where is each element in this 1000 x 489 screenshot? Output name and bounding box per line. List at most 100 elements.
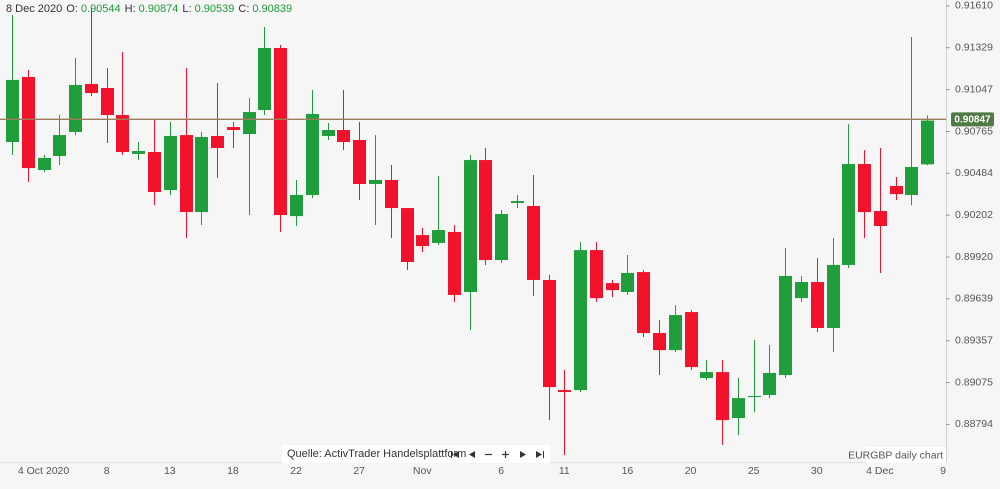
candle-body — [890, 186, 903, 195]
source-box — [282, 445, 550, 463]
ohlc-value: 0.90544 — [81, 3, 121, 15]
candle-body — [116, 115, 129, 153]
symbol-box — [866, 447, 946, 463]
candle-body — [69, 84, 82, 132]
plot-area — [0, 8, 946, 456]
y-tick-label: 0.91329 — [955, 41, 993, 53]
y-tick-label: 0.89920 — [955, 251, 993, 263]
y-tick-label: 0.88794 — [955, 418, 993, 430]
nav-zoom-in[interactable] — [502, 451, 509, 458]
candle-body — [369, 179, 382, 184]
nav-next[interactable] — [520, 451, 526, 458]
x-tick-label: 4 Dec — [866, 465, 893, 477]
candle-body — [258, 47, 271, 110]
candle-body — [6, 79, 19, 143]
candle-body — [385, 179, 398, 209]
candle-body — [53, 135, 66, 157]
ohlc-label: L: — [182, 3, 191, 15]
candle-body — [653, 333, 666, 351]
candle-body — [795, 282, 808, 299]
candle-body — [274, 47, 287, 216]
candle-body — [527, 205, 540, 280]
last-price-box — [951, 112, 994, 127]
nav-prev[interactable] — [469, 451, 475, 458]
candle-body — [464, 160, 477, 293]
candle-body — [195, 137, 208, 213]
candle-body — [669, 315, 682, 351]
ohlc-label: C: — [238, 3, 249, 15]
candle-body — [874, 211, 887, 227]
candle-body — [905, 167, 918, 195]
candle-body — [337, 130, 350, 143]
candle-body — [306, 113, 319, 195]
candle-body — [85, 83, 98, 94]
x-tick-label: 30 — [811, 465, 823, 477]
candle-body — [827, 264, 840, 328]
source-annotation: Quelle: ActivTrader Handelsplattform — [287, 448, 466, 460]
candle-body — [290, 194, 303, 217]
y-tick-label: 0.91610 — [955, 0, 993, 12]
candle-body — [858, 164, 871, 213]
candle-body — [416, 235, 429, 247]
candle-body — [543, 279, 556, 388]
candle-body — [574, 250, 587, 391]
x-tick-label: 11 — [559, 465, 570, 477]
y-tick-label: 0.90202 — [955, 209, 993, 221]
x-tick-label: Nov — [413, 465, 432, 477]
x-tick-label: 16 — [622, 465, 634, 477]
x-tick-label: 25 — [748, 465, 760, 477]
candle-body — [322, 130, 335, 136]
candle-body — [811, 282, 824, 328]
candle-body — [479, 160, 492, 261]
y-tick-label: 0.90484 — [955, 167, 993, 179]
ohlc-label: 8 Dec 2020 — [6, 3, 62, 15]
x-tick-label: 9 — [940, 465, 946, 477]
candle-body — [164, 135, 177, 191]
candle-body — [495, 213, 508, 261]
y-tick-label: 0.89075 — [955, 376, 993, 388]
candle-body — [763, 372, 776, 395]
candle-body — [700, 372, 713, 379]
x-tick-label: 4 Oct 2020 — [18, 465, 70, 477]
y-tick-label: 0.89357 — [955, 335, 993, 347]
ohlc-value: 0.90874 — [139, 3, 179, 15]
candle-body — [921, 120, 934, 165]
last-price-label: 0.90847 — [954, 114, 991, 125]
candle-body — [148, 152, 161, 192]
candle-body — [621, 272, 634, 293]
ohlc-value: 0.90839 — [252, 3, 292, 15]
ohlc-label: O: — [66, 3, 78, 15]
candle-body — [38, 157, 51, 170]
candle-body — [842, 164, 855, 265]
candle-body — [685, 312, 698, 368]
x-tick-label: 6 — [498, 465, 504, 477]
candle-body — [401, 208, 414, 262]
ohlc-header: 8 Dec 2020 O: 0.90544 H: 0.90874 L: 0.90539 C: 0… — [6, 3, 292, 15]
candle-body — [779, 275, 792, 376]
candle-body — [606, 283, 619, 291]
navigation-buttons[interactable] — [451, 451, 544, 458]
x-tick-label: 22 — [290, 465, 302, 477]
candle-body — [590, 250, 603, 299]
candle-body — [637, 272, 650, 334]
y-tick-label: 0.89639 — [955, 293, 993, 305]
symbol-annotation: EURGBP daily chart — [848, 449, 943, 461]
candle-body — [511, 201, 524, 203]
candle-body — [353, 139, 366, 184]
ohlc-value: 0.90539 — [195, 3, 235, 15]
y-tick-label: 0.91047 — [955, 83, 993, 95]
candle-body — [716, 372, 729, 421]
nav-first[interactable] — [451, 451, 460, 458]
candle-body — [243, 112, 256, 135]
candle-body — [432, 230, 445, 243]
candle-body — [101, 87, 114, 116]
x-tick-label: 20 — [685, 465, 697, 477]
x-tick-label: 8 — [104, 465, 110, 477]
ohlc-label: H: — [125, 3, 136, 15]
candle-body — [448, 231, 461, 295]
candle-body — [748, 396, 761, 398]
candle-body — [132, 150, 145, 154]
nav-last[interactable] — [536, 451, 544, 458]
